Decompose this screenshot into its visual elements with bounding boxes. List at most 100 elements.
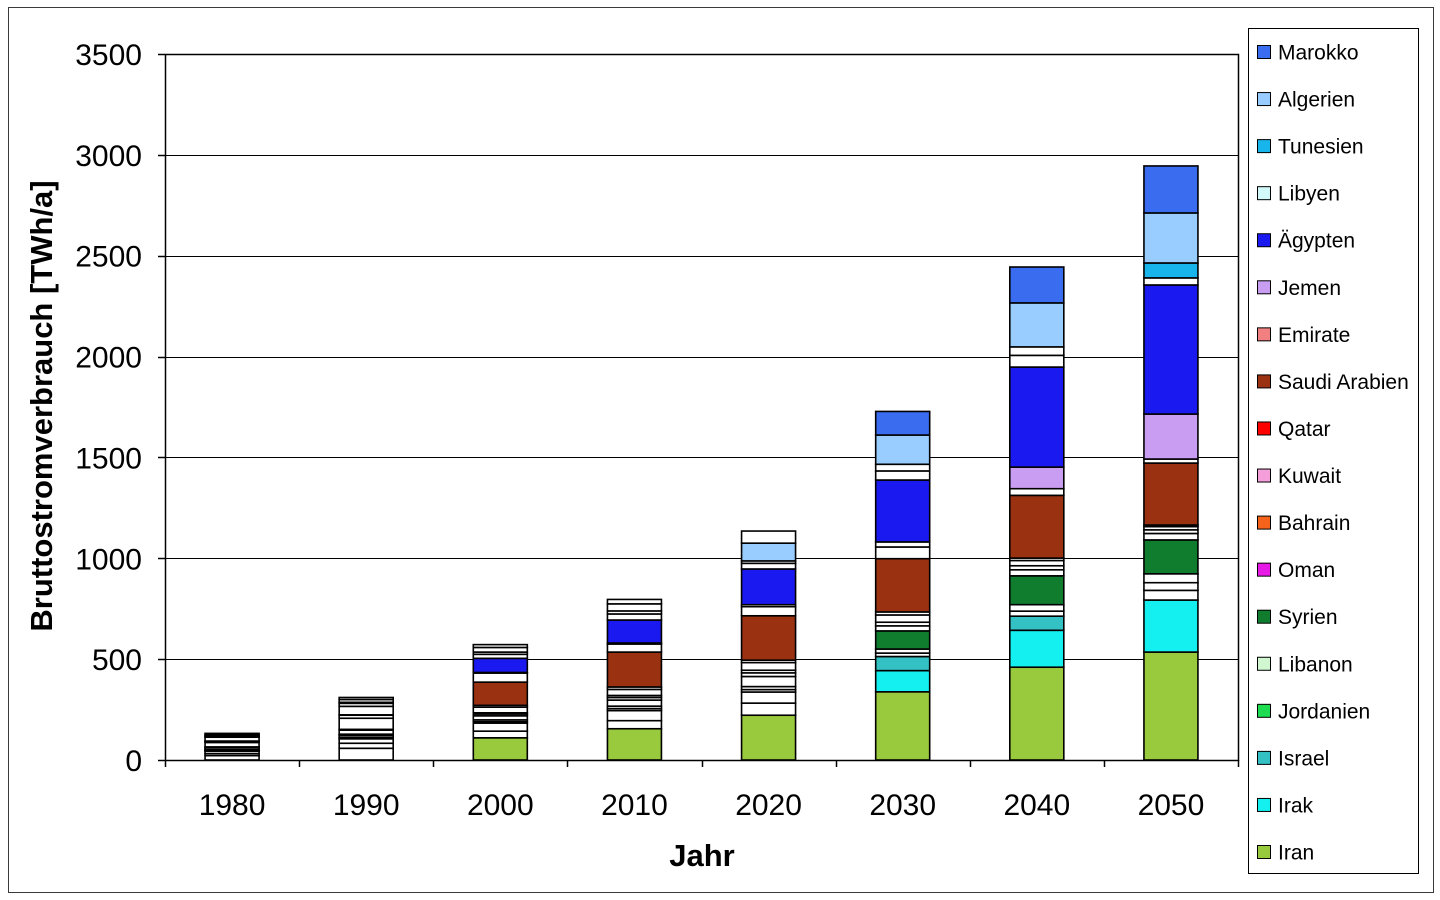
y-tick-label: 1500 bbox=[75, 442, 142, 475]
legend-label-israel: Israel bbox=[1278, 747, 1329, 770]
bar-segment-aegypten-2030 bbox=[874, 479, 931, 543]
bar-segment-marokko-1980 bbox=[204, 732, 260, 736]
bar-segment-israel-2020 bbox=[740, 691, 797, 704]
x-tick-label: 1980 bbox=[199, 789, 266, 822]
legend-swatch-saudi-arabien bbox=[1257, 374, 1271, 389]
bar-segment-aegypten-2000 bbox=[472, 657, 529, 674]
legend-swatch-qatar bbox=[1257, 421, 1271, 436]
bar-segment-saudi-arabien-2020 bbox=[740, 614, 797, 661]
bar-segment-libyen-2020 bbox=[740, 562, 797, 570]
bar-segment-marokko-2000 bbox=[472, 643, 529, 649]
bar-segment-libyen-2030 bbox=[874, 470, 931, 481]
y-tick-label: 2500 bbox=[75, 241, 142, 274]
bar-segment-israel-2010 bbox=[606, 709, 663, 722]
y-tick-label: 3000 bbox=[75, 140, 142, 173]
legend: Marokko Algerien Tunesien Libyen Ägypten Jeme… bbox=[1248, 28, 1419, 874]
legend-label-irak: Irak bbox=[1278, 794, 1314, 817]
bar-segment-algerien-2040 bbox=[1009, 302, 1065, 348]
legend-item-libyen: Libyen bbox=[1257, 183, 1340, 206]
bar-stack-2030 bbox=[874, 410, 931, 761]
bar-segment-israel-2040 bbox=[1009, 615, 1065, 632]
bar-segment-marokko-2020 bbox=[740, 530, 797, 544]
legend-item-qatar: Qatar bbox=[1257, 418, 1331, 441]
legend-swatch-libyen bbox=[1257, 186, 1271, 201]
bar-stack-2050 bbox=[1143, 165, 1199, 761]
legend-box bbox=[1248, 28, 1419, 874]
bar-segment-iran-2030 bbox=[874, 691, 931, 761]
legend-label-jemen: Jemen bbox=[1278, 277, 1341, 300]
bar-segment-algerien-2020 bbox=[740, 542, 797, 562]
bar-segment-syrien-2020 bbox=[740, 675, 797, 688]
bar-segment-aegypten-1990 bbox=[338, 705, 394, 716]
x-tick-labels: 1980 1990 2000 2010 2020 2030 2040 2050 bbox=[199, 789, 1205, 822]
bar-segment-emirate-2040 bbox=[1009, 487, 1065, 497]
bar-segment-iran-1990 bbox=[338, 747, 394, 761]
bar-segment-tunesien-2050 bbox=[1143, 262, 1199, 279]
bar-segment-iran-2020 bbox=[740, 714, 797, 761]
x-tick-label: 2050 bbox=[1138, 789, 1205, 822]
x-tick-label: 2010 bbox=[601, 789, 668, 822]
legend-swatch-jemen bbox=[1257, 280, 1271, 295]
bar-segment-kuwait-2020 bbox=[740, 661, 797, 672]
bar-stack-2000 bbox=[472, 643, 529, 761]
bar-segment-algerien-2030 bbox=[874, 434, 931, 466]
bar-segment-saudi-arabien-1990 bbox=[338, 717, 394, 731]
legend-item-algerien: Algerien bbox=[1257, 89, 1355, 112]
x-tick-label: 2030 bbox=[869, 789, 936, 822]
bar-segment-marokko-2050 bbox=[1143, 165, 1199, 214]
bar-stack-2020 bbox=[740, 530, 797, 761]
legend-swatch-israel bbox=[1257, 750, 1271, 765]
bar-segment-jemen-2040 bbox=[1009, 466, 1065, 490]
bar-segment-irak-2020 bbox=[740, 702, 797, 717]
bar-segment-saudi-arabien-2040 bbox=[1009, 494, 1065, 559]
bar-segment-syrien-2040 bbox=[1009, 575, 1065, 606]
y-tick-labels: 0 500 1000 1500 2000 2500 3000 3500 bbox=[75, 39, 142, 778]
legend-item-israel: Israel bbox=[1257, 747, 1329, 770]
bar-stack-2040 bbox=[1009, 266, 1065, 761]
axis-ticks bbox=[158, 53, 1240, 767]
y-tick-label: 500 bbox=[92, 644, 142, 677]
legend-label-qatar: Qatar bbox=[1278, 418, 1331, 441]
legend-item-aegypten: Ägypten bbox=[1257, 230, 1355, 253]
bar-segment-syrien-2030 bbox=[874, 630, 931, 650]
legend-label-marokko: Marokko bbox=[1278, 42, 1359, 65]
legend-item-emirate: Emirate bbox=[1257, 324, 1350, 347]
bar-segment-irak-2040 bbox=[1009, 629, 1065, 669]
legend-label-jordanien: Jordanien bbox=[1278, 700, 1370, 723]
legend-label-libyen: Libyen bbox=[1278, 183, 1340, 206]
y-tick-label: 2000 bbox=[75, 342, 142, 375]
bar-stack-2010 bbox=[606, 598, 663, 761]
legend-label-libanon: Libanon bbox=[1278, 653, 1353, 676]
legend-label-kuwait: Kuwait bbox=[1278, 465, 1341, 488]
bar-segment-oman-2050 bbox=[1143, 532, 1199, 541]
legend-swatch-jordanien bbox=[1257, 703, 1271, 718]
bar-segment-emirate-2020 bbox=[740, 605, 797, 617]
legend-swatch-bahrain bbox=[1257, 515, 1271, 530]
bar-segment-saudi-arabien-2010 bbox=[606, 651, 663, 688]
bar-segment-tunesien-2030 bbox=[874, 463, 931, 472]
legend-label-tunesien: Tunesien bbox=[1278, 136, 1364, 159]
y-tick-label: 1000 bbox=[75, 543, 142, 576]
bar-segment-saudi-arabien-2050 bbox=[1143, 462, 1199, 526]
bar-segment-kuwait-2000 bbox=[472, 706, 529, 714]
x-tick-label: 1990 bbox=[333, 789, 400, 822]
bar-segment-jordanien-2050 bbox=[1143, 581, 1199, 592]
x-tick-label: 2000 bbox=[467, 789, 534, 822]
bar-segment-syrien-2010 bbox=[606, 699, 663, 707]
bar-segment-marokko-2010 bbox=[606, 598, 663, 605]
legend-label-oman: Oman bbox=[1278, 559, 1335, 582]
bar-stack-1980 bbox=[204, 732, 260, 761]
legend-swatch-aegypten bbox=[1257, 233, 1271, 248]
bar-segment-iran-2040 bbox=[1009, 666, 1065, 761]
bar-segment-tunesien-2040 bbox=[1009, 346, 1065, 357]
bar-segment-marokko-1990 bbox=[338, 696, 394, 701]
legend-swatch-algerien bbox=[1257, 92, 1271, 107]
bar-segment-israel-2030 bbox=[874, 655, 931, 672]
legend-label-emirate: Emirate bbox=[1278, 324, 1350, 347]
legend-item-kuwait: Kuwait bbox=[1257, 465, 1341, 488]
bar-segment-israel-2000 bbox=[472, 722, 529, 732]
legend-label-aegypten: Ägypten bbox=[1278, 230, 1355, 253]
legend-item-bahrain: Bahrain bbox=[1257, 512, 1350, 535]
bar-segment-emirate-2000 bbox=[472, 672, 529, 683]
bar-segment-marokko-2040 bbox=[1009, 266, 1065, 304]
